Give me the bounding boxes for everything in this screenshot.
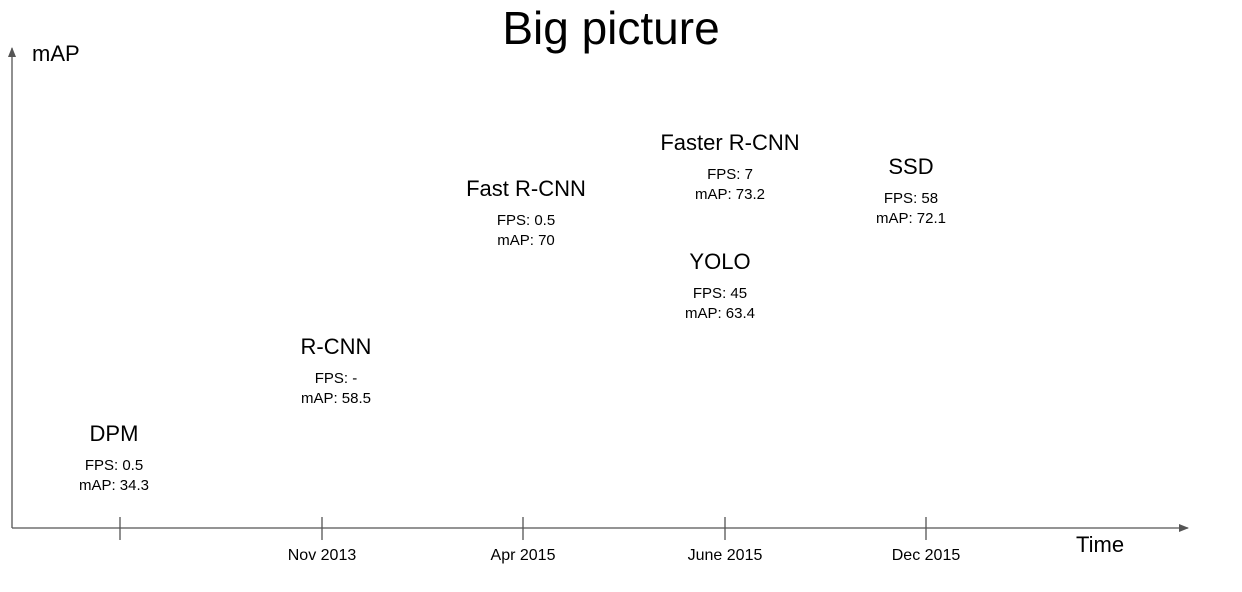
tick-label: Nov 2013 (287, 547, 357, 564)
model-name: YOLO (689, 249, 751, 274)
model-map: mAP: 72.1 (875, 210, 947, 227)
model-yolo: YOLO FPS: 45 mAP: 63.4 (610, 249, 830, 324)
model-faster-r-cnn: Faster R-CNN FPS: 7 mAP: 73.2 (620, 130, 840, 205)
diagram-title: Big picture (502, 2, 720, 54)
model-map: mAP: 63.4 (684, 305, 756, 322)
model-name: Fast R-CNN (466, 176, 586, 201)
x-axis-label: Time (1076, 532, 1125, 557)
model-map: mAP: 58.5 (300, 390, 372, 407)
model-fps: FPS: 7 (707, 166, 753, 183)
model-fps: FPS: 0.5 (496, 212, 556, 229)
tick-label: Apr 2015 (490, 547, 556, 564)
model-name: DPM (89, 421, 139, 446)
model-fps: FPS: 58 (883, 190, 939, 207)
tick-label: June 2015 (687, 547, 763, 564)
model-name: R-CNN (300, 334, 372, 359)
model-fps: FPS: 45 (692, 285, 748, 302)
model-map: mAP: 34.3 (78, 477, 150, 494)
model-r-cnn: R-CNN FPS: - mAP: 58.5 (226, 334, 446, 409)
model-map: mAP: 73.2 (694, 186, 766, 203)
model-name: SSD (888, 154, 934, 179)
y-axis-label: mAP (32, 41, 80, 66)
model-ssd: SSD FPS: 58 mAP: 72.1 (801, 154, 1021, 229)
model-fast-r-cnn: Fast R-CNN FPS: 0.5 mAP: 70 (416, 176, 636, 251)
tick-label: Dec 2015 (891, 547, 961, 564)
model-name: Faster R-CNN (660, 130, 800, 155)
model-dpm: DPM FPS: 0.5 mAP: 34.3 (4, 421, 224, 496)
model-fps: FPS: - (314, 370, 358, 387)
model-fps: FPS: 0.5 (84, 457, 144, 474)
model-map: mAP: 70 (497, 232, 555, 249)
